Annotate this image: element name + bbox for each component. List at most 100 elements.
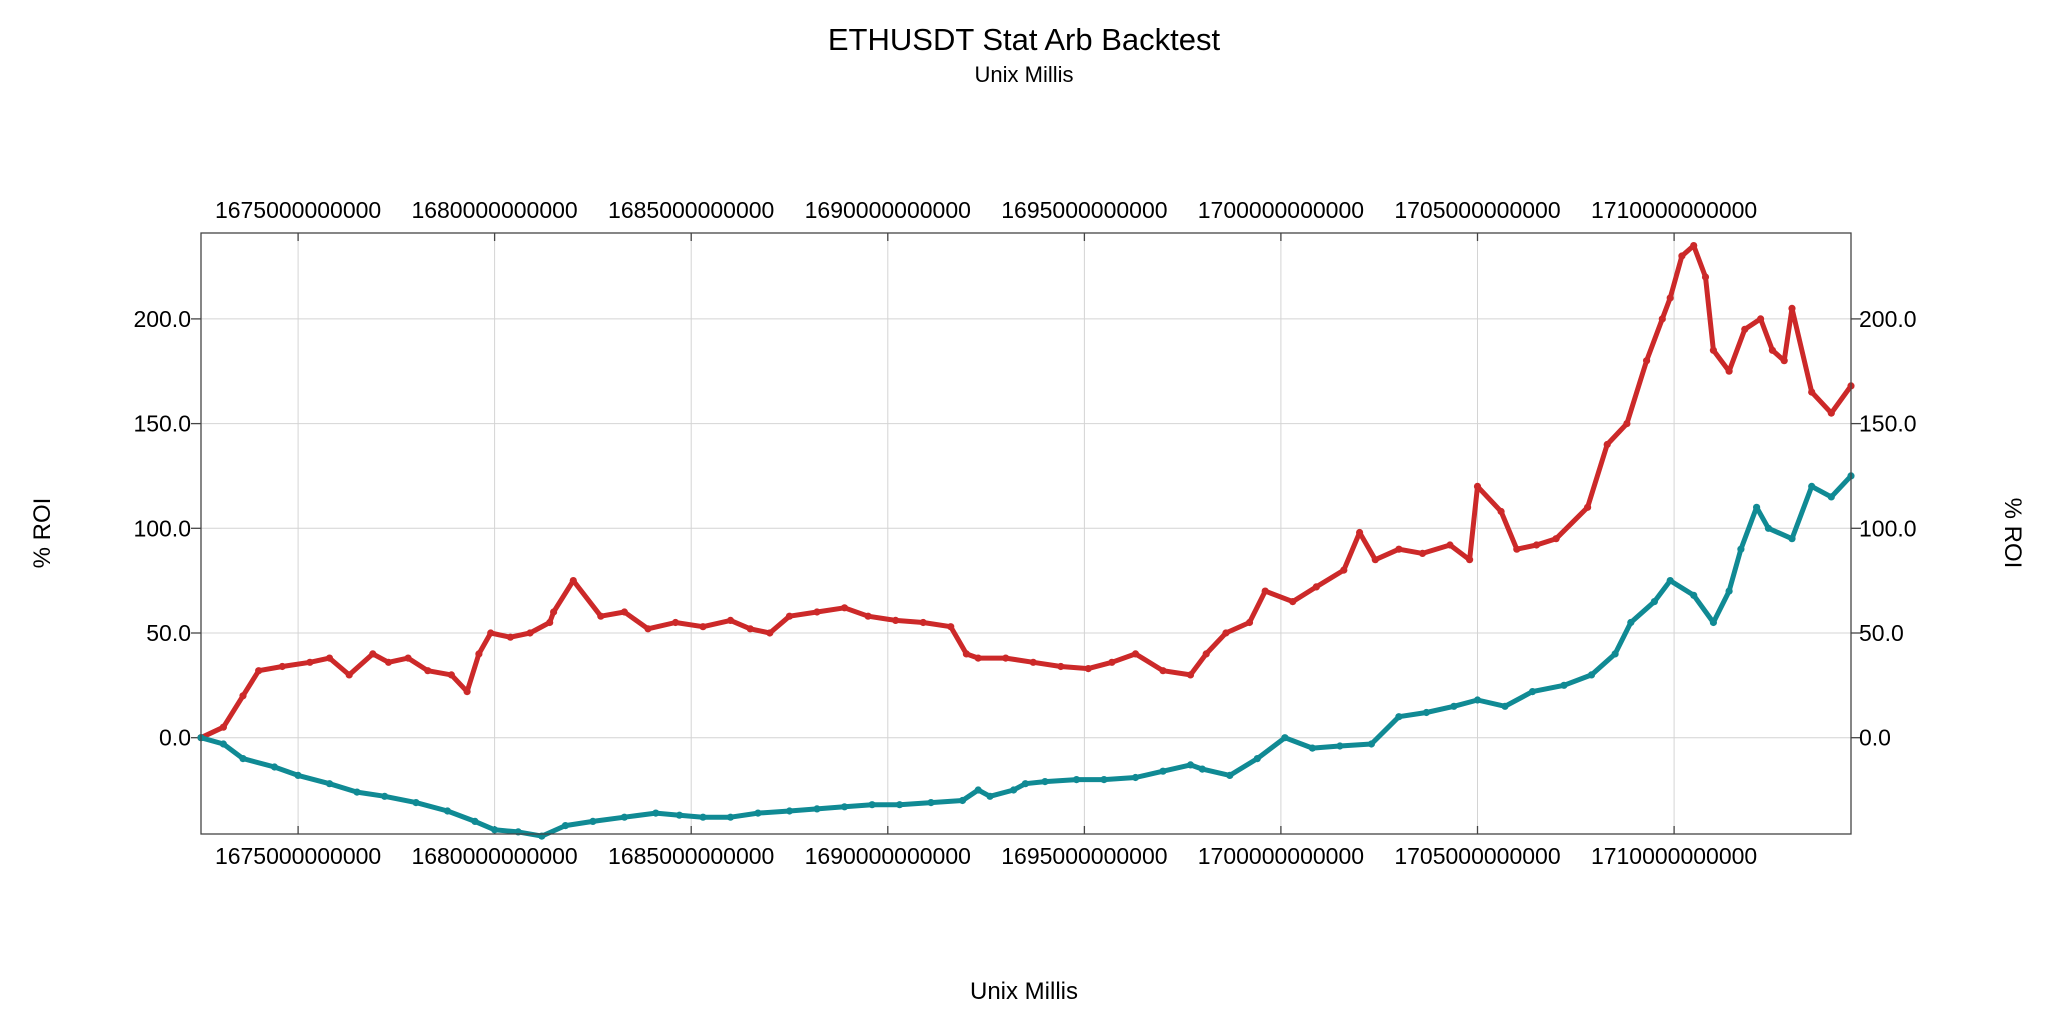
series-2-point (1788, 535, 1796, 543)
series-1-point (597, 612, 605, 620)
series-2-point (1666, 577, 1674, 585)
series-1-point (447, 671, 455, 679)
series-2-point (1198, 765, 1206, 773)
y-tick-label-right: 50.0 (1859, 620, 1904, 646)
series-1-point (1513, 545, 1521, 553)
series-2-point (471, 817, 479, 826)
series-1-point (369, 650, 377, 658)
series-2-point (1253, 755, 1261, 763)
series-1-point (1603, 440, 1611, 449)
series-2-point (927, 799, 935, 807)
series-2-point (270, 763, 279, 771)
series-1-point (620, 608, 629, 616)
y-tick-label-left: 150.0 (133, 411, 191, 437)
series-1-point (1131, 650, 1140, 658)
series-2-point (675, 811, 684, 819)
tick-labels: 1675000000000 1675000000000 1680000000000 1… (133, 197, 1916, 869)
series-1-point (1222, 629, 1230, 637)
series-1-point (1701, 273, 1710, 281)
series-1-point (1757, 315, 1765, 323)
series-2-point (294, 771, 302, 780)
series-1-point (1057, 662, 1065, 671)
x-tick-label-bottom: 1680000000000 (411, 843, 577, 869)
series-2-point (1226, 771, 1234, 780)
series-2-point (1010, 786, 1018, 794)
series-1-point (424, 667, 432, 675)
tick-marks (191, 233, 1861, 834)
series-1-point (345, 671, 353, 679)
series-1-point (384, 658, 393, 666)
series-2-point (726, 813, 735, 821)
series-1-point (1808, 388, 1816, 396)
series-1-point (919, 618, 927, 627)
series-2-point (239, 755, 247, 763)
series-1-point (1261, 587, 1269, 595)
series-2-point (1808, 482, 1816, 490)
series-2-point (1501, 702, 1509, 710)
x-tick-label-top: 1705000000000 (1394, 197, 1560, 223)
series-1-point (1532, 541, 1541, 549)
series-2-point (1611, 650, 1619, 658)
series-1-point (766, 629, 774, 637)
series-2-point (561, 822, 570, 830)
series-2-point (754, 809, 762, 817)
series-2-point (813, 805, 821, 813)
x-tick-label-bottom: 1695000000000 (1001, 843, 1167, 869)
series-2-point (1450, 702, 1458, 710)
series-2-point (1159, 767, 1167, 775)
series-2-point (1186, 761, 1195, 769)
series-2-point (1764, 524, 1772, 532)
x-tick-label-bottom: 1685000000000 (608, 843, 774, 869)
series-2-point (785, 807, 794, 815)
x-tick-label-bottom: 1675000000000 (215, 843, 381, 869)
y-tick-label-right: 0.0 (1859, 725, 1891, 751)
series-1-point (1466, 556, 1474, 564)
series-1-point (962, 650, 971, 658)
series-2-point (1100, 776, 1108, 784)
series-2-point (1560, 681, 1568, 689)
series-2-point (1422, 708, 1430, 717)
x-tick-label-bottom: 1700000000000 (1198, 843, 1364, 869)
series-1-point (1371, 556, 1379, 564)
series-2-point (219, 740, 227, 748)
series-1-point (892, 616, 900, 625)
series-1-point (1245, 618, 1254, 627)
y-axis-label-left: % ROI (29, 498, 56, 569)
series-1-point (1029, 658, 1037, 666)
series-2-point (1725, 587, 1733, 595)
series-2-point (1281, 734, 1289, 742)
series-1-point (644, 625, 652, 633)
y-tick-label-left: 0.0 (159, 725, 191, 751)
series-2-point (1072, 776, 1081, 784)
x-tick-label-bottom: 1710000000000 (1591, 843, 1757, 869)
y-tick-label-left: 100.0 (133, 515, 191, 541)
y-tick-label-left: 50.0 (146, 620, 191, 646)
series-2-point (1650, 598, 1658, 606)
x-tick-label-top: 1680000000000 (411, 197, 577, 223)
series-1-point (1159, 667, 1167, 675)
series-1-point (1289, 598, 1297, 606)
y-tick-label-left: 200.0 (133, 306, 191, 332)
series-1-point (1741, 325, 1749, 333)
x-tick-label-top: 1675000000000 (215, 197, 381, 223)
y-tick-label-right: 200.0 (1859, 306, 1917, 332)
series-1-point (569, 577, 577, 585)
series-1-point (546, 618, 554, 627)
series-1-point (239, 692, 247, 700)
series-1-point (1418, 549, 1427, 558)
series-2-point (1737, 545, 1745, 553)
series-2-point (840, 803, 849, 811)
series-1-point (1497, 507, 1505, 516)
x-tick-label-top: 1690000000000 (805, 197, 971, 223)
series-2-point (1308, 744, 1316, 752)
x-tick-label-top: 1685000000000 (608, 197, 774, 223)
series-1-point (506, 633, 514, 641)
series-1-point (1666, 294, 1674, 302)
series-2-point (1021, 780, 1029, 788)
y-tick-label-right: 100.0 (1859, 515, 1917, 541)
series-1-point (404, 654, 412, 662)
series-2-point (1473, 696, 1482, 704)
series-1-point (1202, 650, 1210, 658)
series-1-point (1678, 252, 1686, 260)
